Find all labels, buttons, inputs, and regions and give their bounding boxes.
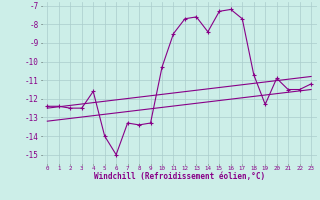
X-axis label: Windchill (Refroidissement éolien,°C): Windchill (Refroidissement éolien,°C): [94, 172, 265, 181]
